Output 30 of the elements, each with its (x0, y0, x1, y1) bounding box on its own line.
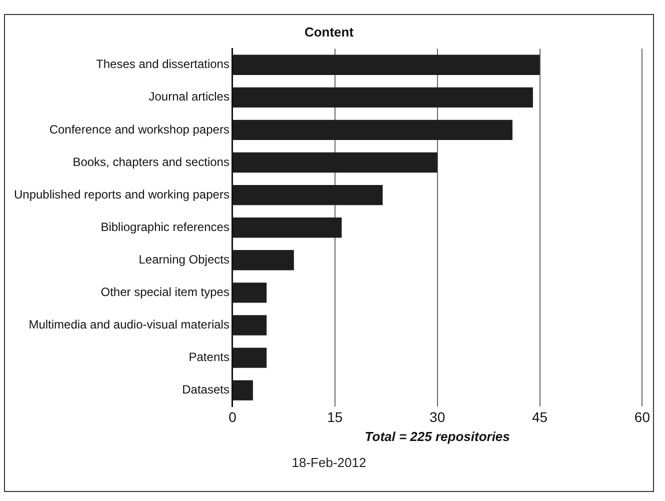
bar (232, 315, 267, 336)
bar (232, 152, 438, 173)
y-tick-label: Patents (188, 350, 230, 364)
y-tick-label: Learning Objects (138, 252, 230, 266)
bar (232, 218, 342, 238)
bar (232, 87, 533, 108)
y-tick-label: Unpublished reports and working papers (14, 187, 230, 202)
y-tick-label: Books, chapters and sections (72, 154, 230, 169)
bar (232, 380, 253, 400)
x-tick-label: 60 (634, 408, 650, 425)
bar (232, 348, 267, 368)
y-tick-label: Journal articles (148, 90, 230, 104)
y-tick-label: Conference and workshop papers (49, 122, 230, 136)
x-tick-label: 30 (430, 408, 446, 425)
text: 18-Feb-2012 (290, 455, 368, 470)
y-tick-label: Other special item types (100, 285, 230, 300)
x-tick-label: 0 (228, 408, 237, 425)
bar (232, 120, 512, 140)
y-tick-label: Bibliographic references (100, 220, 230, 234)
bar (232, 184, 383, 206)
y-tick-label: Theses and dissertations (96, 57, 230, 72)
bar (232, 282, 267, 303)
y-tick-label: Datasets (182, 382, 230, 397)
bar (232, 250, 294, 270)
bar (232, 54, 540, 75)
x-tick-label: 45 (532, 408, 548, 425)
chart-title: Content (304, 24, 354, 40)
x-tick-label: 15 (327, 408, 343, 425)
y-tick-label: Multimedia and audio-visual materials (28, 318, 230, 332)
x-axis-title: Total = 225 repositories (364, 428, 510, 444)
